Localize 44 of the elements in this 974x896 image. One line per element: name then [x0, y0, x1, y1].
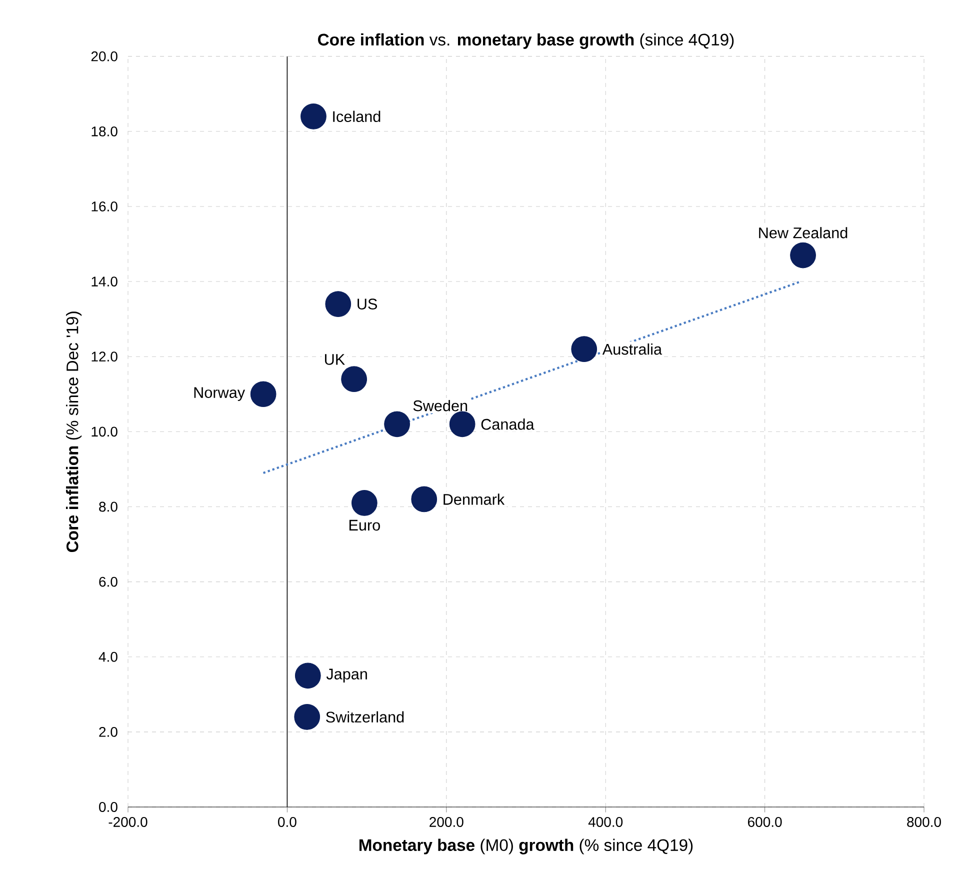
y-tick-label: 6.0	[99, 576, 118, 587]
point	[411, 486, 438, 512]
y-tick-label: 16.0	[92, 202, 118, 212]
point	[300, 103, 326, 130]
annotation: UK	[325, 354, 345, 365]
y-tick-label: 8.0	[99, 502, 118, 512]
y-axis-title: Core inflation (% since Dec '19)	[66, 312, 82, 552]
annotation: New Zealand	[759, 227, 848, 238]
y-tick-label: 20.0	[91, 51, 118, 62]
y-tick-label: 18.0	[92, 126, 118, 136]
x-tick-label: 800.0	[907, 817, 941, 827]
annotation: Denmark	[444, 494, 505, 505]
point	[325, 291, 352, 317]
y-tick-label: 10.0	[92, 426, 118, 437]
point	[790, 242, 816, 268]
annotation: Australia	[602, 343, 662, 355]
annotation: Euro	[349, 520, 380, 531]
point	[351, 490, 378, 516]
point	[571, 336, 598, 362]
x-tick-label: 400.0	[588, 817, 623, 827]
annotation: Canada	[481, 418, 534, 430]
chart-title: Core inflation vs. monetary base growth (since 4Q19)	[318, 33, 734, 49]
annotation: Iceland	[333, 110, 380, 122]
annotation: US	[358, 298, 377, 310]
x-tick-label: 0.0	[278, 817, 296, 827]
point	[341, 366, 368, 392]
annotation: Sweden	[413, 400, 468, 412]
x-tick-label: 600.0	[748, 817, 782, 827]
y-tick-label: 2.0	[99, 726, 118, 737]
point	[250, 381, 276, 408]
x-tick-label: -200.0	[108, 817, 148, 827]
annotation: Japan	[326, 668, 367, 682]
y-tick-label: 4.0	[98, 652, 118, 662]
point	[294, 704, 320, 730]
point	[294, 662, 321, 689]
x-axis-title: Monetary base (M0) growth (% since 4Q19)	[359, 838, 693, 854]
y-tick-label: 12.0	[92, 352, 118, 362]
y-tick-label: 14.0	[92, 276, 118, 286]
y-tick-label: 0.0	[99, 802, 118, 812]
point	[384, 411, 410, 438]
point	[449, 411, 476, 438]
annotation: Switzerland	[326, 711, 404, 723]
x-tick-label: 200.0	[430, 817, 464, 827]
annotation: Norway	[194, 387, 246, 401]
